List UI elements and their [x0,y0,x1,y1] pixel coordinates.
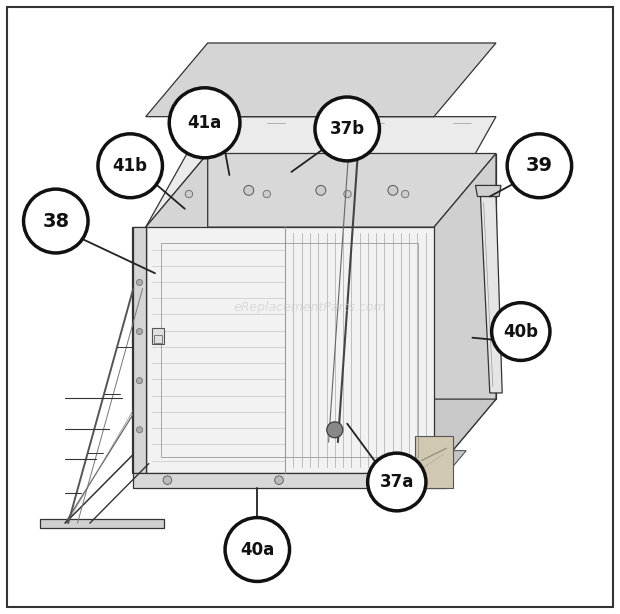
Polygon shape [146,117,496,227]
Circle shape [24,189,88,253]
Text: 40a: 40a [240,540,275,559]
Polygon shape [146,43,496,117]
Text: 38: 38 [42,212,69,230]
Circle shape [244,185,254,195]
Text: eReplacementParts.com: eReplacementParts.com [234,300,386,314]
Circle shape [315,97,379,161]
Polygon shape [146,227,434,473]
Polygon shape [434,451,466,473]
Circle shape [401,190,409,198]
Circle shape [327,422,343,438]
Polygon shape [146,154,208,473]
Polygon shape [146,154,496,227]
Text: 41b: 41b [113,157,148,175]
Circle shape [263,190,270,198]
Circle shape [275,476,283,484]
Circle shape [388,185,398,195]
Text: 39: 39 [526,157,553,175]
Circle shape [368,453,426,511]
Polygon shape [133,473,446,488]
Polygon shape [133,227,146,473]
Circle shape [136,279,143,286]
Circle shape [136,427,143,433]
Circle shape [185,190,193,198]
Polygon shape [152,328,164,344]
Text: 40b: 40b [503,322,538,341]
Circle shape [136,328,143,335]
Circle shape [507,134,572,198]
Polygon shape [146,399,496,473]
Polygon shape [208,154,496,399]
Polygon shape [434,154,496,473]
Circle shape [343,190,351,198]
Polygon shape [415,436,453,488]
Circle shape [316,185,326,195]
Polygon shape [40,519,164,528]
Circle shape [392,476,401,484]
Circle shape [492,303,550,360]
Polygon shape [476,185,501,196]
Circle shape [169,88,240,158]
Polygon shape [132,227,146,473]
Text: 41a: 41a [187,114,222,132]
Text: 37b: 37b [330,120,365,138]
Circle shape [163,476,172,484]
Text: 37a: 37a [379,473,414,491]
Circle shape [98,134,162,198]
Polygon shape [480,196,502,393]
Circle shape [136,378,143,384]
Circle shape [225,518,290,581]
